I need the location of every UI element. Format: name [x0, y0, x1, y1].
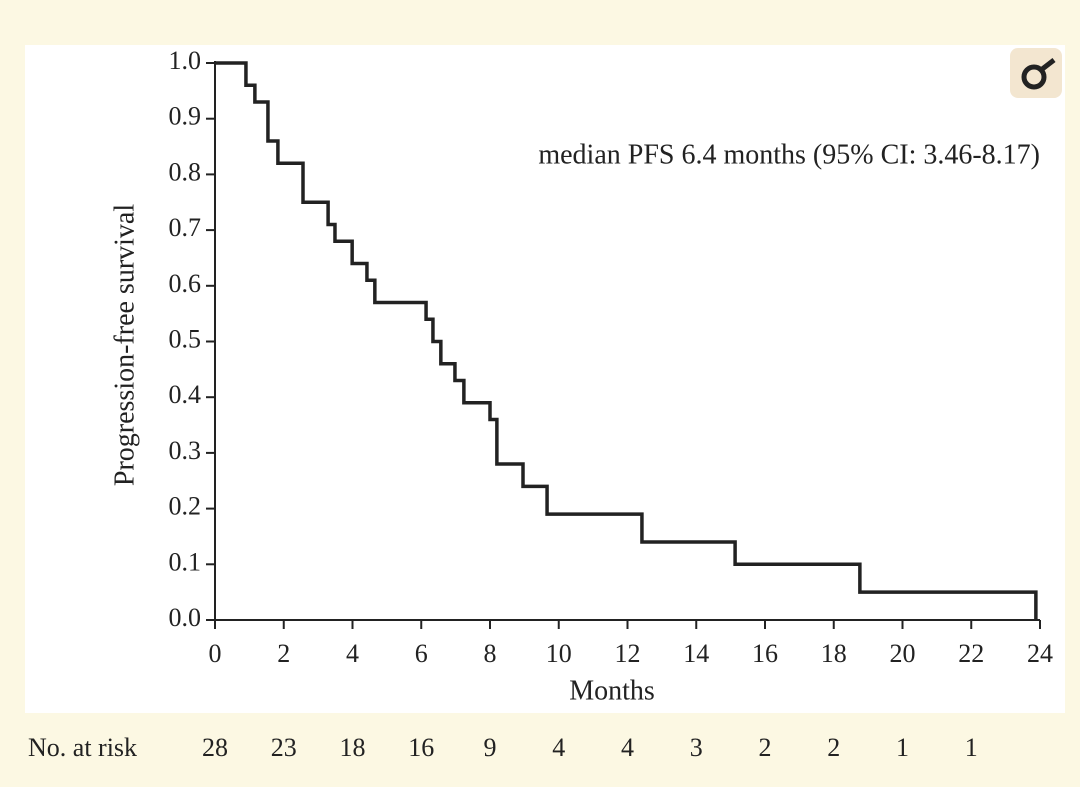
y-tick-label: 0.7 [169, 213, 202, 242]
y-tick-label: 0.0 [169, 603, 202, 632]
y-tick-label: 0.8 [169, 157, 202, 186]
x-tick-label: 2 [277, 639, 290, 668]
x-tick-label: 16 [752, 639, 778, 668]
button-bg[interactable] [1010, 48, 1062, 98]
risk-value: 18 [340, 733, 366, 762]
risk-value: 23 [271, 733, 297, 762]
panel [25, 45, 1065, 713]
y-tick-label: 0.4 [169, 380, 202, 409]
x-tick-label: 14 [683, 639, 709, 668]
y-tick-label: 0.5 [169, 324, 202, 353]
x-tick-label: 24 [1027, 639, 1053, 668]
risk-value: 2 [827, 733, 840, 762]
risk-value: 9 [484, 733, 497, 762]
x-tick-label: 20 [890, 639, 916, 668]
risk-value: 4 [621, 733, 634, 762]
lens-icon[interactable] [1021, 64, 1047, 90]
x-tick-label: 8 [484, 639, 497, 668]
y-tick-label: 0.9 [169, 102, 202, 131]
survival-curve [215, 61, 1038, 620]
x-tick-label: 22 [958, 639, 984, 668]
y-tick-label: 0.3 [169, 436, 202, 465]
risk-value: 2 [759, 733, 772, 762]
x-tick-label: 6 [415, 639, 428, 668]
risk-value: 3 [690, 733, 703, 762]
risk-value: 4 [552, 733, 565, 762]
risk-value: 1 [965, 733, 978, 762]
y-tick-label: 0.6 [169, 269, 202, 298]
zoom-button[interactable] [1010, 48, 1062, 98]
x-tick-label: 12 [615, 639, 641, 668]
annotation: median PFS 6.4 months (95% CI: 3.46-8.17… [538, 139, 1040, 170]
x-tick-label: 0 [209, 639, 222, 668]
y-tick-label: 0.1 [169, 547, 202, 576]
y-axis-label: Progression-free survival [109, 204, 140, 486]
risk-table-label: No. at risk [28, 733, 137, 762]
x-tick-label: 10 [546, 639, 572, 668]
x-axis-label: Months [569, 675, 655, 706]
x-tick-label: 18 [821, 639, 847, 668]
lens-handle[interactable] [1039, 58, 1056, 72]
risk-value: 28 [202, 733, 228, 762]
x-tick-label: 4 [346, 639, 359, 668]
risk-value: 1 [896, 733, 909, 762]
y-tick-label: 0.2 [169, 492, 202, 521]
risk-value: 16 [408, 733, 434, 762]
y-tick-label: 1.0 [169, 46, 202, 75]
